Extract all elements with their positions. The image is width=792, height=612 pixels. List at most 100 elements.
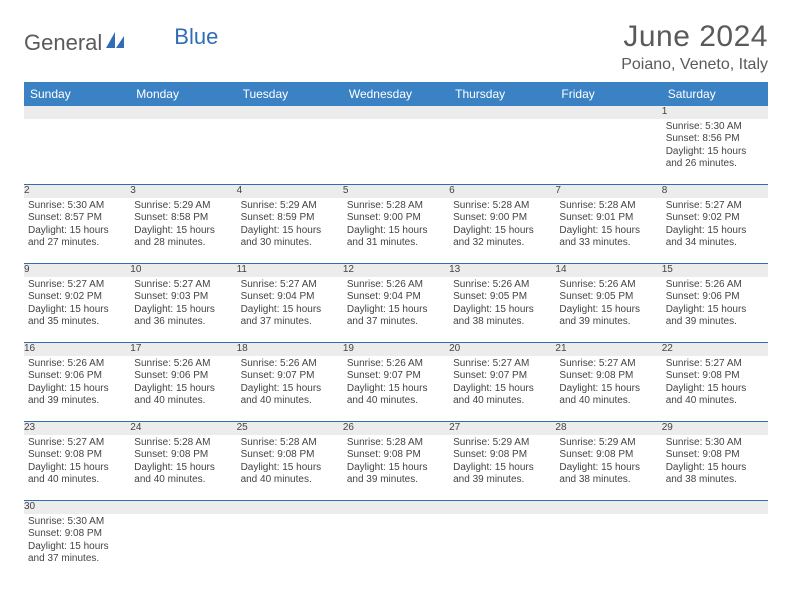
daylight-line: Daylight: 15 hours and 37 minutes. xyxy=(347,304,445,329)
day-number-cell xyxy=(130,106,236,119)
calendar-table: Sunday Monday Tuesday Wednesday Thursday… xyxy=(24,82,768,580)
day-number-cell xyxy=(449,106,555,119)
day-cell xyxy=(130,119,236,185)
day-cell: Sunrise: 5:30 AMSunset: 9:08 PMDaylight:… xyxy=(662,435,768,501)
sunrise-line: Sunrise: 5:26 AM xyxy=(134,358,232,371)
sunrise-line: Sunrise: 5:27 AM xyxy=(28,437,126,450)
logo-text-blue: Blue xyxy=(174,24,218,50)
weekday-header: Thursday xyxy=(449,82,555,106)
day-cell: Sunrise: 5:26 AMSunset: 9:04 PMDaylight:… xyxy=(343,277,449,343)
daynum-row: 1 xyxy=(24,106,768,119)
daylight-line: Daylight: 15 hours and 40 minutes. xyxy=(134,462,232,487)
day-number-cell: 9 xyxy=(24,264,130,277)
logo: General Blue xyxy=(24,20,218,56)
day-cell: Sunrise: 5:30 AMSunset: 9:08 PMDaylight:… xyxy=(24,514,130,580)
weekday-header: Saturday xyxy=(662,82,768,106)
sunset-line: Sunset: 9:04 PM xyxy=(241,291,339,304)
day-number-cell: 22 xyxy=(662,343,768,356)
daylight-line: Daylight: 15 hours and 40 minutes. xyxy=(241,462,339,487)
sunset-line: Sunset: 9:07 PM xyxy=(453,370,551,383)
sunrise-line: Sunrise: 5:26 AM xyxy=(347,279,445,292)
daynum-row: 23242526272829 xyxy=(24,422,768,435)
daylight-line: Daylight: 15 hours and 34 minutes. xyxy=(666,225,764,250)
sunrise-line: Sunrise: 5:26 AM xyxy=(347,358,445,371)
day-cell: Sunrise: 5:26 AMSunset: 9:07 PMDaylight:… xyxy=(237,356,343,422)
sunrise-line: Sunrise: 5:27 AM xyxy=(453,358,551,371)
day-number-cell: 4 xyxy=(237,185,343,198)
day-cell: Sunrise: 5:27 AMSunset: 9:02 PMDaylight:… xyxy=(662,198,768,264)
sunrise-line: Sunrise: 5:29 AM xyxy=(241,200,339,213)
daylight-line: Daylight: 15 hours and 40 minutes. xyxy=(453,383,551,408)
daylight-line: Daylight: 15 hours and 40 minutes. xyxy=(28,462,126,487)
day-cell: Sunrise: 5:27 AMSunset: 9:02 PMDaylight:… xyxy=(24,277,130,343)
sunset-line: Sunset: 9:08 PM xyxy=(666,370,764,383)
day-cell: Sunrise: 5:26 AMSunset: 9:07 PMDaylight:… xyxy=(343,356,449,422)
sunset-line: Sunset: 9:03 PM xyxy=(134,291,232,304)
sunset-line: Sunset: 9:08 PM xyxy=(134,449,232,462)
weekday-header: Tuesday xyxy=(237,82,343,106)
sunset-line: Sunset: 9:06 PM xyxy=(28,370,126,383)
day-number-cell: 26 xyxy=(343,422,449,435)
day-number-cell: 15 xyxy=(662,264,768,277)
day-number-cell: 30 xyxy=(24,501,130,514)
sunrise-line: Sunrise: 5:26 AM xyxy=(28,358,126,371)
day-number-cell: 2 xyxy=(24,185,130,198)
day-number-cell: 24 xyxy=(130,422,236,435)
day-cell xyxy=(343,514,449,580)
day-content-row: Sunrise: 5:27 AMSunset: 9:08 PMDaylight:… xyxy=(24,435,768,501)
sunset-line: Sunset: 9:05 PM xyxy=(453,291,551,304)
day-cell xyxy=(449,514,555,580)
day-number-cell: 5 xyxy=(343,185,449,198)
sunset-line: Sunset: 9:07 PM xyxy=(241,370,339,383)
day-number-cell: 10 xyxy=(130,264,236,277)
sunrise-line: Sunrise: 5:30 AM xyxy=(666,437,764,450)
day-cell xyxy=(130,514,236,580)
day-number-cell: 20 xyxy=(449,343,555,356)
sunset-line: Sunset: 8:58 PM xyxy=(134,212,232,225)
sunset-line: Sunset: 9:08 PM xyxy=(347,449,445,462)
daylight-line: Daylight: 15 hours and 40 minutes. xyxy=(559,383,657,408)
day-cell: Sunrise: 5:26 AMSunset: 9:06 PMDaylight:… xyxy=(130,356,236,422)
day-number-cell xyxy=(130,501,236,514)
sunrise-line: Sunrise: 5:28 AM xyxy=(347,200,445,213)
day-number-cell: 25 xyxy=(237,422,343,435)
day-number-cell xyxy=(24,106,130,119)
daylight-line: Daylight: 15 hours and 35 minutes. xyxy=(28,304,126,329)
daylight-line: Daylight: 15 hours and 28 minutes. xyxy=(134,225,232,250)
day-number-cell: 8 xyxy=(662,185,768,198)
day-cell: Sunrise: 5:27 AMSunset: 9:08 PMDaylight:… xyxy=(24,435,130,501)
day-cell: Sunrise: 5:28 AMSunset: 9:08 PMDaylight:… xyxy=(130,435,236,501)
sunset-line: Sunset: 9:07 PM xyxy=(347,370,445,383)
daylight-line: Daylight: 15 hours and 26 minutes. xyxy=(666,146,764,171)
day-number-cell: 23 xyxy=(24,422,130,435)
day-number-cell: 19 xyxy=(343,343,449,356)
daylight-line: Daylight: 15 hours and 40 minutes. xyxy=(241,383,339,408)
sunset-line: Sunset: 9:06 PM xyxy=(666,291,764,304)
sunset-line: Sunset: 9:08 PM xyxy=(666,449,764,462)
sunrise-line: Sunrise: 5:29 AM xyxy=(134,200,232,213)
day-cell: Sunrise: 5:27 AMSunset: 9:08 PMDaylight:… xyxy=(662,356,768,422)
sunrise-line: Sunrise: 5:27 AM xyxy=(559,358,657,371)
sunset-line: Sunset: 9:08 PM xyxy=(559,370,657,383)
daylight-line: Daylight: 15 hours and 39 minutes. xyxy=(347,462,445,487)
daylight-line: Daylight: 15 hours and 38 minutes. xyxy=(453,304,551,329)
day-cell xyxy=(237,119,343,185)
day-number-cell: 3 xyxy=(130,185,236,198)
day-number-cell xyxy=(343,501,449,514)
daylight-line: Daylight: 15 hours and 39 minutes. xyxy=(559,304,657,329)
daylight-line: Daylight: 15 hours and 32 minutes. xyxy=(453,225,551,250)
day-cell: Sunrise: 5:28 AMSunset: 9:00 PMDaylight:… xyxy=(343,198,449,264)
sunset-line: Sunset: 9:05 PM xyxy=(559,291,657,304)
day-cell: Sunrise: 5:29 AMSunset: 8:58 PMDaylight:… xyxy=(130,198,236,264)
day-cell xyxy=(24,119,130,185)
day-number-cell: 27 xyxy=(449,422,555,435)
daylight-line: Daylight: 15 hours and 38 minutes. xyxy=(559,462,657,487)
daylight-line: Daylight: 15 hours and 36 minutes. xyxy=(134,304,232,329)
day-content-row: Sunrise: 5:30 AMSunset: 8:56 PMDaylight:… xyxy=(24,119,768,185)
day-number-cell: 14 xyxy=(555,264,661,277)
weekday-header-row: Sunday Monday Tuesday Wednesday Thursday… xyxy=(24,82,768,106)
sunset-line: Sunset: 9:00 PM xyxy=(453,212,551,225)
sunset-line: Sunset: 9:08 PM xyxy=(453,449,551,462)
day-content-row: Sunrise: 5:30 AMSunset: 8:57 PMDaylight:… xyxy=(24,198,768,264)
sunset-line: Sunset: 9:02 PM xyxy=(666,212,764,225)
